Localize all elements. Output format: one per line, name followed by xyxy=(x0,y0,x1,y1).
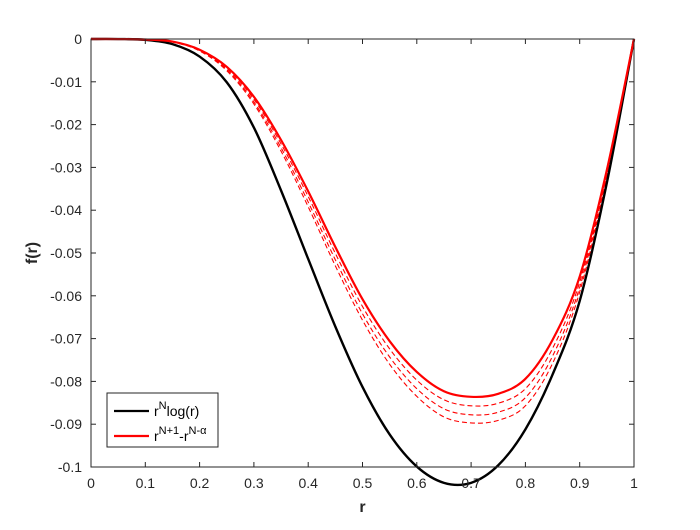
x-tick-label: 0.7 xyxy=(461,475,481,491)
x-tick-label: 0.9 xyxy=(570,475,590,491)
series-line-2 xyxy=(90,37,636,399)
y-tick-label: -0.05 xyxy=(50,245,82,261)
x-tick-label: 0.6 xyxy=(407,475,427,491)
legend-sup-tail: N-α xyxy=(189,425,208,437)
series-layer xyxy=(90,37,636,487)
y-tick-label: 0 xyxy=(74,31,82,47)
y-tick-label: -0.01 xyxy=(50,74,82,90)
legend-base: r xyxy=(154,428,159,444)
y-tick-label: -0.02 xyxy=(50,117,82,133)
y-tick-label: -0.09 xyxy=(50,416,82,432)
x-tick-label: 0.1 xyxy=(136,475,156,491)
legend-label-2: rN+1-rN-α xyxy=(154,425,207,444)
legend-tail: log(r) xyxy=(167,403,200,419)
x-tick-label: 0.8 xyxy=(516,475,536,491)
series-line-5 xyxy=(90,38,635,424)
legend-box xyxy=(106,392,219,448)
legend-sup: N xyxy=(159,400,167,412)
x-tick-label: 0.4 xyxy=(298,475,318,491)
legend-sup: N+1 xyxy=(159,425,180,437)
legend-base: r xyxy=(154,403,159,419)
y-tick-label: -0.08 xyxy=(50,373,82,389)
legend-tail: -r xyxy=(179,428,189,444)
y-tick-label: -0.03 xyxy=(50,159,82,175)
y-tick-label: -0.1 xyxy=(58,459,82,475)
series-line-4 xyxy=(90,38,635,416)
y-tick-label: -0.04 xyxy=(50,202,82,218)
y-axis-label: f(r) xyxy=(24,242,41,264)
y-tick-label: -0.06 xyxy=(50,288,82,304)
x-tick-label: 0.5 xyxy=(353,475,373,491)
x-axis: 0 0.1 0.2 0.3 0.4 0.5 0.6 0.7 0.8 0.9 1 xyxy=(87,39,638,491)
x-tick-label: 0.2 xyxy=(190,475,210,491)
y-axis: 0 -0.01 -0.02 -0.03 -0.04 -0.05 -0.06 -0.07 -0.0… xyxy=(50,31,634,475)
series-line-3 xyxy=(90,38,635,407)
series-line-1 xyxy=(90,37,636,487)
legend: rNlog(r)rN+1-rN-α xyxy=(106,392,219,448)
y-tick-label: -0.07 xyxy=(50,331,82,347)
x-tick-label: 0 xyxy=(87,475,95,491)
x-tick-label: 0.3 xyxy=(244,475,264,491)
legend-label-1: rNlog(r) xyxy=(154,400,199,419)
x-tick-label: 1 xyxy=(630,475,638,491)
x-axis-label: r xyxy=(359,499,365,516)
